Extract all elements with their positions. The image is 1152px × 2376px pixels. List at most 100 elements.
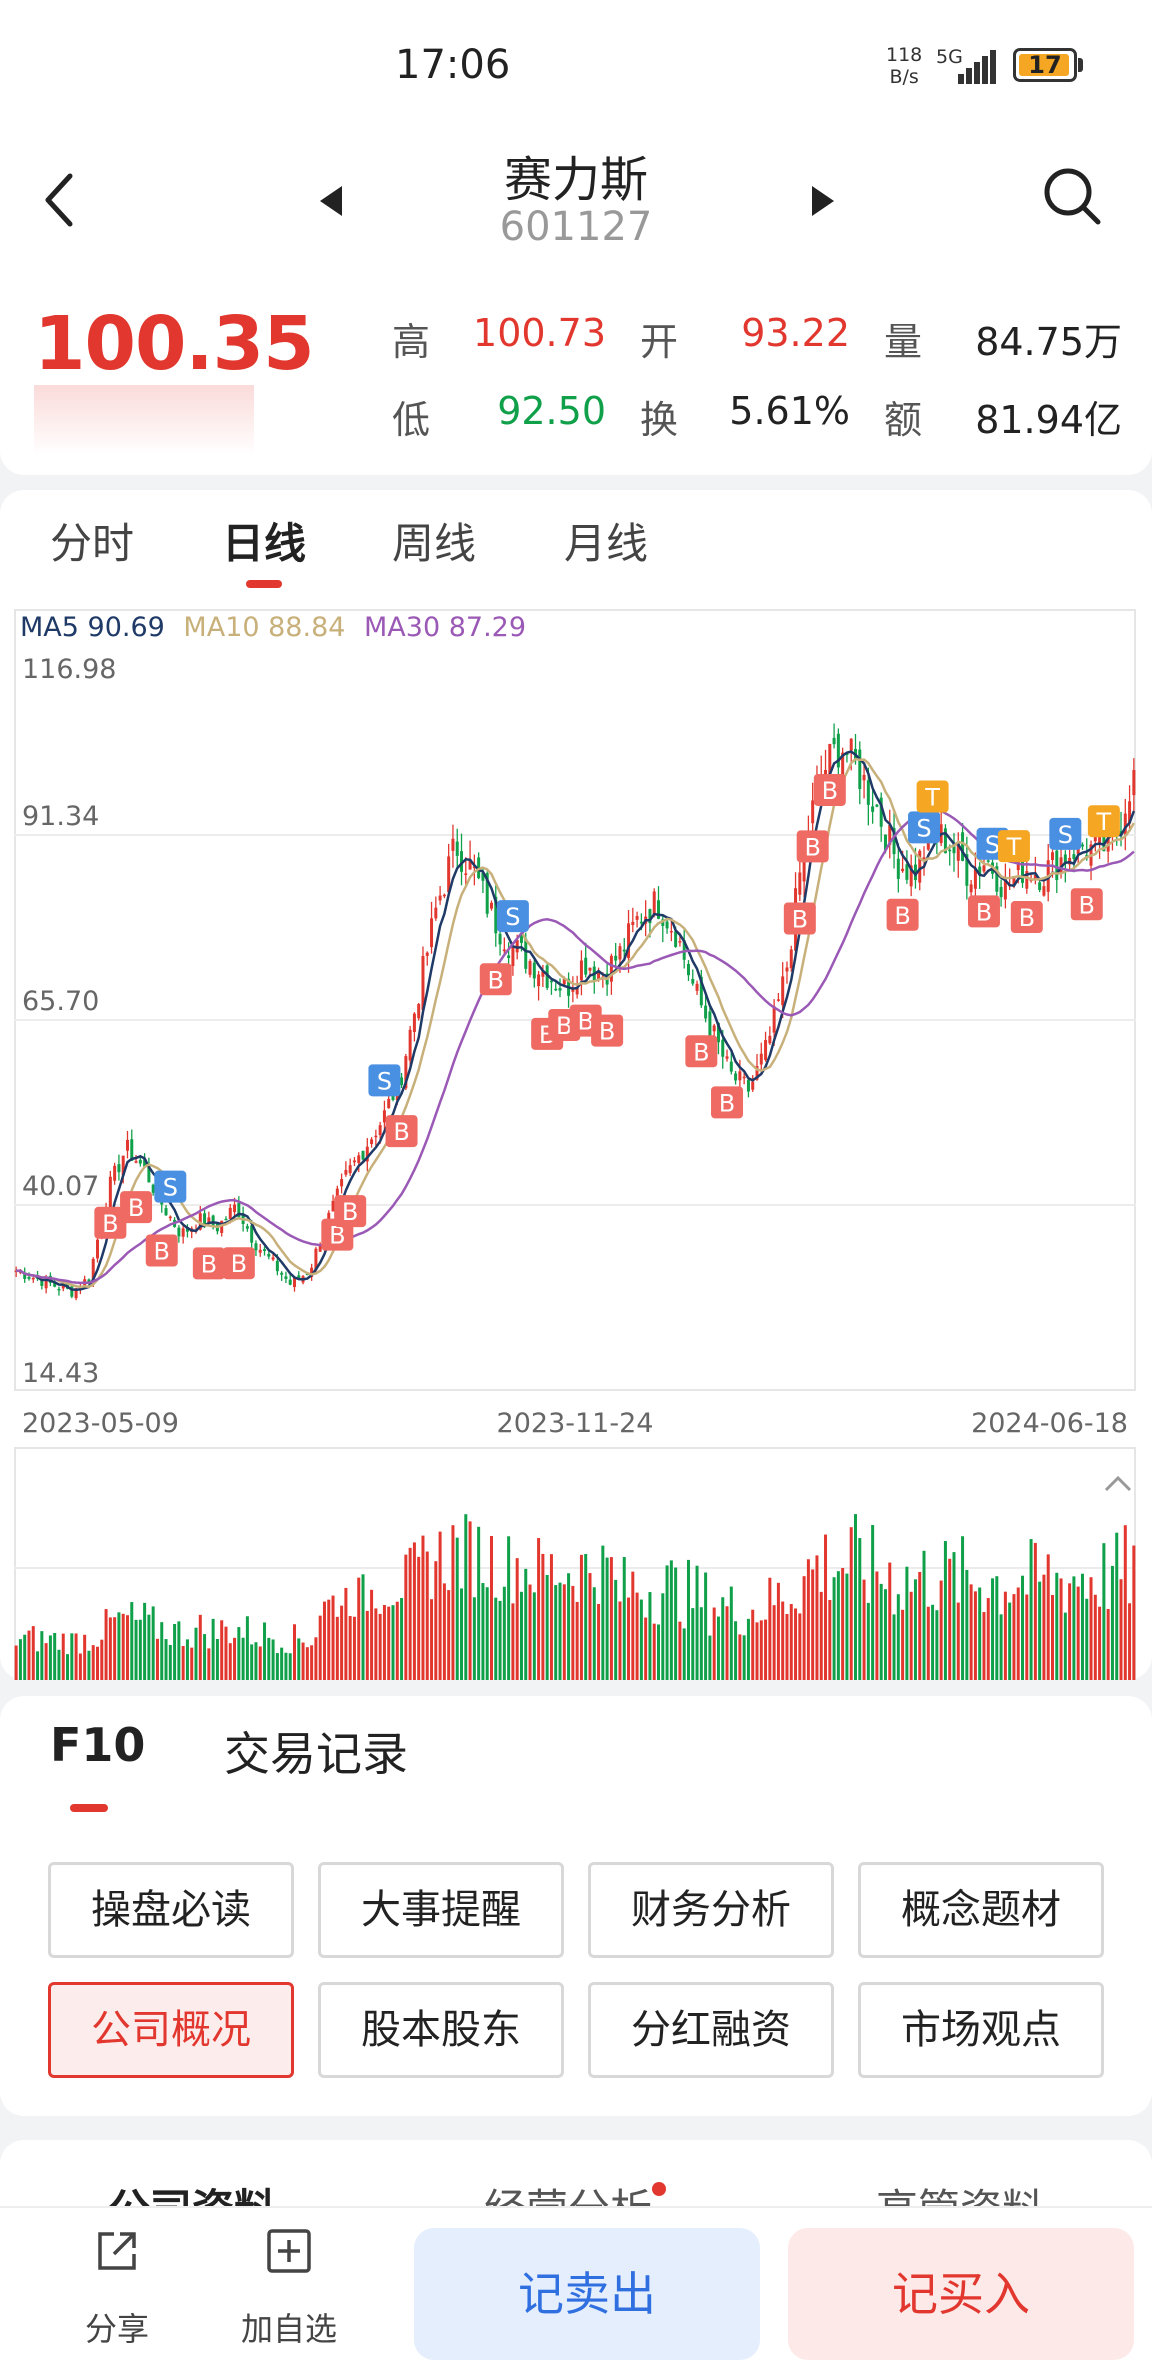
add-watchlist-button[interactable]: 加自选 [214, 2208, 364, 2376]
volume-bar [734, 1621, 738, 1680]
next-stock-icon[interactable] [808, 184, 838, 218]
btn-dividends[interactable]: 分红融资 [588, 1982, 834, 2078]
candle-body [532, 962, 536, 979]
candle-body [1063, 854, 1067, 864]
volume-bar [305, 1647, 309, 1680]
volume-bar [297, 1638, 301, 1680]
candle-body [768, 1035, 772, 1044]
volume-bar [614, 1579, 618, 1680]
volume-bar [708, 1635, 712, 1680]
volume-bar [507, 1536, 511, 1680]
candle-body [27, 1277, 31, 1279]
volume-bar [250, 1644, 254, 1680]
candle-body [421, 956, 425, 1010]
volume-bar [1012, 1594, 1016, 1680]
search-icon[interactable] [1040, 164, 1104, 228]
tab-weekly[interactable]: 周线 [392, 519, 477, 568]
btn-market-views[interactable]: 市场观点 [858, 1982, 1104, 2078]
volume-bar [293, 1624, 296, 1680]
kline-chart[interactable]: 116.98 91.34 65.70 40.07 14.43 2023-05-09 2023… [14, 600, 1136, 1680]
candle-body [635, 916, 639, 920]
tab-trade-records[interactable]: 交易记录 [224, 1727, 408, 1781]
candle-body [999, 886, 1003, 898]
candle-body [755, 1066, 759, 1080]
buy-marker-label: B [201, 1250, 217, 1278]
tab-intraday[interactable]: 分时 [50, 519, 135, 568]
add-watchlist-label: 加自选 [240, 2310, 337, 2348]
volume-bar [215, 1638, 219, 1680]
buy-marker [334, 1195, 367, 1228]
candle-body [357, 1155, 361, 1163]
volume-bar [211, 1618, 215, 1680]
y-tick-label: 91.34 [22, 801, 99, 832]
buy-marker-label: B [577, 1008, 593, 1036]
volume-bar [365, 1610, 369, 1680]
volume-bar [404, 1554, 408, 1680]
volume-bar [751, 1609, 755, 1680]
record-sell-button[interactable]: 记卖出 [414, 2228, 760, 2360]
volume-bar [1038, 1581, 1042, 1680]
back-arrow-icon[interactable] [40, 170, 80, 230]
btn-events[interactable]: 大事提醒 [318, 1862, 564, 1958]
buy-marker-label: B [693, 1038, 709, 1066]
candle-body [1003, 878, 1007, 900]
buy-marker [94, 1206, 127, 1239]
candle-body [969, 884, 973, 893]
candle-body [798, 872, 802, 895]
candle-body [228, 1207, 232, 1220]
candle-body [1021, 856, 1025, 883]
candle-body [618, 946, 622, 960]
sell-marker-label: S [377, 1067, 392, 1095]
candle-body [631, 921, 635, 926]
btn-concepts[interactable]: 概念题材 [858, 1862, 1104, 1958]
volume-bar [61, 1633, 65, 1680]
btn-operating-must-read[interactable]: 操盘必读 [48, 1862, 294, 1958]
candle-body [408, 1029, 412, 1061]
volume-bar [370, 1589, 374, 1680]
btn-shareholders[interactable]: 股本股东 [318, 1982, 564, 2078]
volume-bar [622, 1556, 626, 1680]
open-value: 93.22 [741, 311, 850, 355]
volume-bars [14, 1514, 1136, 1680]
volume-bar [549, 1554, 553, 1680]
candle-body [134, 1161, 138, 1163]
collapse-chevron-icon[interactable] [1104, 1475, 1132, 1492]
volume-bar [661, 1593, 665, 1680]
volume-bar [789, 1604, 793, 1680]
btn-financial-analysis[interactable]: 财务分析 [588, 1862, 834, 1958]
candle-body [571, 988, 575, 992]
tab-monthly[interactable]: 月线 [564, 519, 649, 568]
volume-bar [494, 1597, 498, 1680]
volume-bar [472, 1597, 476, 1680]
candle-body [537, 974, 541, 987]
volume-bar [1123, 1525, 1127, 1680]
tab-daily[interactable]: 日线 [222, 519, 307, 568]
candle-body [23, 1273, 27, 1279]
buy-marker-label: B [342, 1198, 358, 1226]
volume-bar [879, 1583, 883, 1680]
candle-body [721, 1039, 725, 1057]
previous-stock-icon[interactable] [316, 184, 346, 218]
volume-bar [263, 1622, 267, 1680]
stock-code: 601127 [499, 204, 653, 250]
buy-marker [222, 1247, 255, 1280]
candle-body [678, 941, 682, 943]
volume-bar [1080, 1573, 1084, 1680]
volume-bar [125, 1615, 129, 1680]
buy-marker-label: B [154, 1237, 170, 1265]
candle-body [772, 1006, 776, 1033]
btn-company-overview[interactable]: 公司概况 [48, 1982, 294, 2078]
volume-bar [532, 1592, 536, 1680]
volume-bar [913, 1579, 917, 1680]
volume-bar [1102, 1543, 1106, 1680]
volume-bar [271, 1639, 275, 1680]
candle-body [913, 864, 917, 881]
volume-bar [635, 1592, 639, 1680]
tab-f10[interactable]: F10 [50, 1718, 146, 1772]
candle-body [374, 1135, 378, 1138]
record-buy-button[interactable]: 记买入 [788, 2228, 1134, 2360]
candle-body [575, 986, 579, 995]
share-button[interactable]: 分享 [42, 2208, 192, 2376]
buy-marker-label: B [1079, 891, 1095, 919]
candle-body [691, 978, 695, 984]
